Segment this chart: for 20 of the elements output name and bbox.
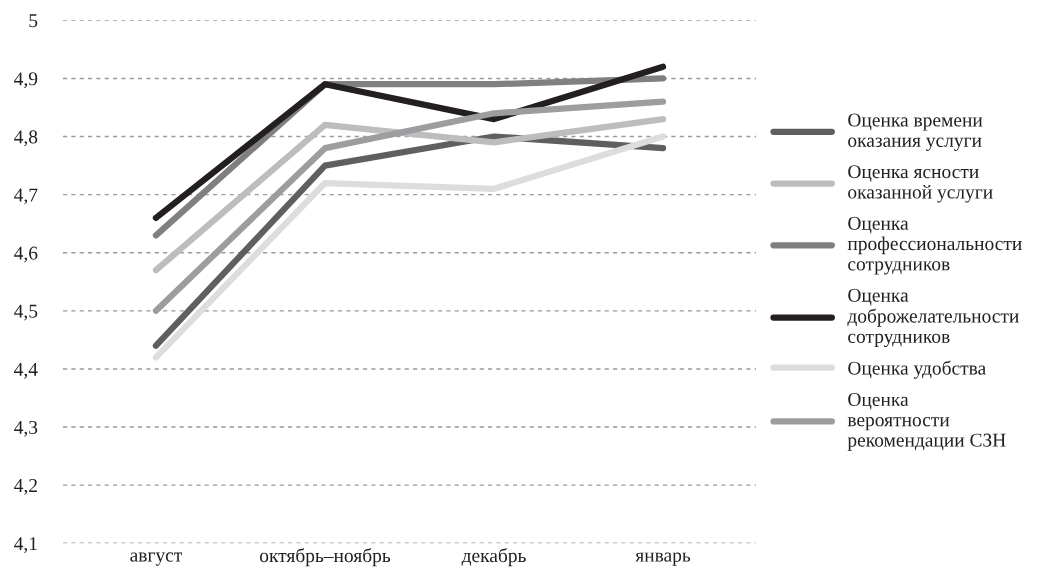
y-tick-label: 4,4 [14, 362, 38, 379]
x-tick-label: январь [635, 552, 691, 566]
legend-label: Оценка ясности оказанной услуги [848, 165, 993, 203]
y-tick-label: 4,8 [14, 130, 38, 147]
legend-label: Оценка времени оказания услуги [848, 113, 983, 151]
y-tick-label: 4,3 [14, 420, 38, 437]
y-tick-label: 4,1 [14, 537, 37, 553]
y-tick-label: 4,9 [14, 72, 38, 89]
y-tick-label: 4,5 [14, 304, 38, 321]
legend-label: Оценка профессиональности сотрудников [847, 216, 1022, 275]
x-tick-label: октябрь–ноябрь [259, 548, 391, 567]
legend-label: Оценка вероятности рекомендации СЗН [847, 392, 1006, 451]
y-tick-label: 4,2 [14, 479, 37, 495]
legend-label: Оценка доброжелательности сотрудников [847, 288, 1019, 348]
legend-label: Оценка удобства [848, 360, 986, 379]
x-tick-label: август [130, 552, 182, 566]
x-tick-label: декабрь [461, 548, 526, 567]
y-tick-label: 4,6 [14, 246, 38, 263]
y-tick-label: 4,7 [14, 188, 38, 205]
y-tick-label: 5 [29, 14, 38, 28]
